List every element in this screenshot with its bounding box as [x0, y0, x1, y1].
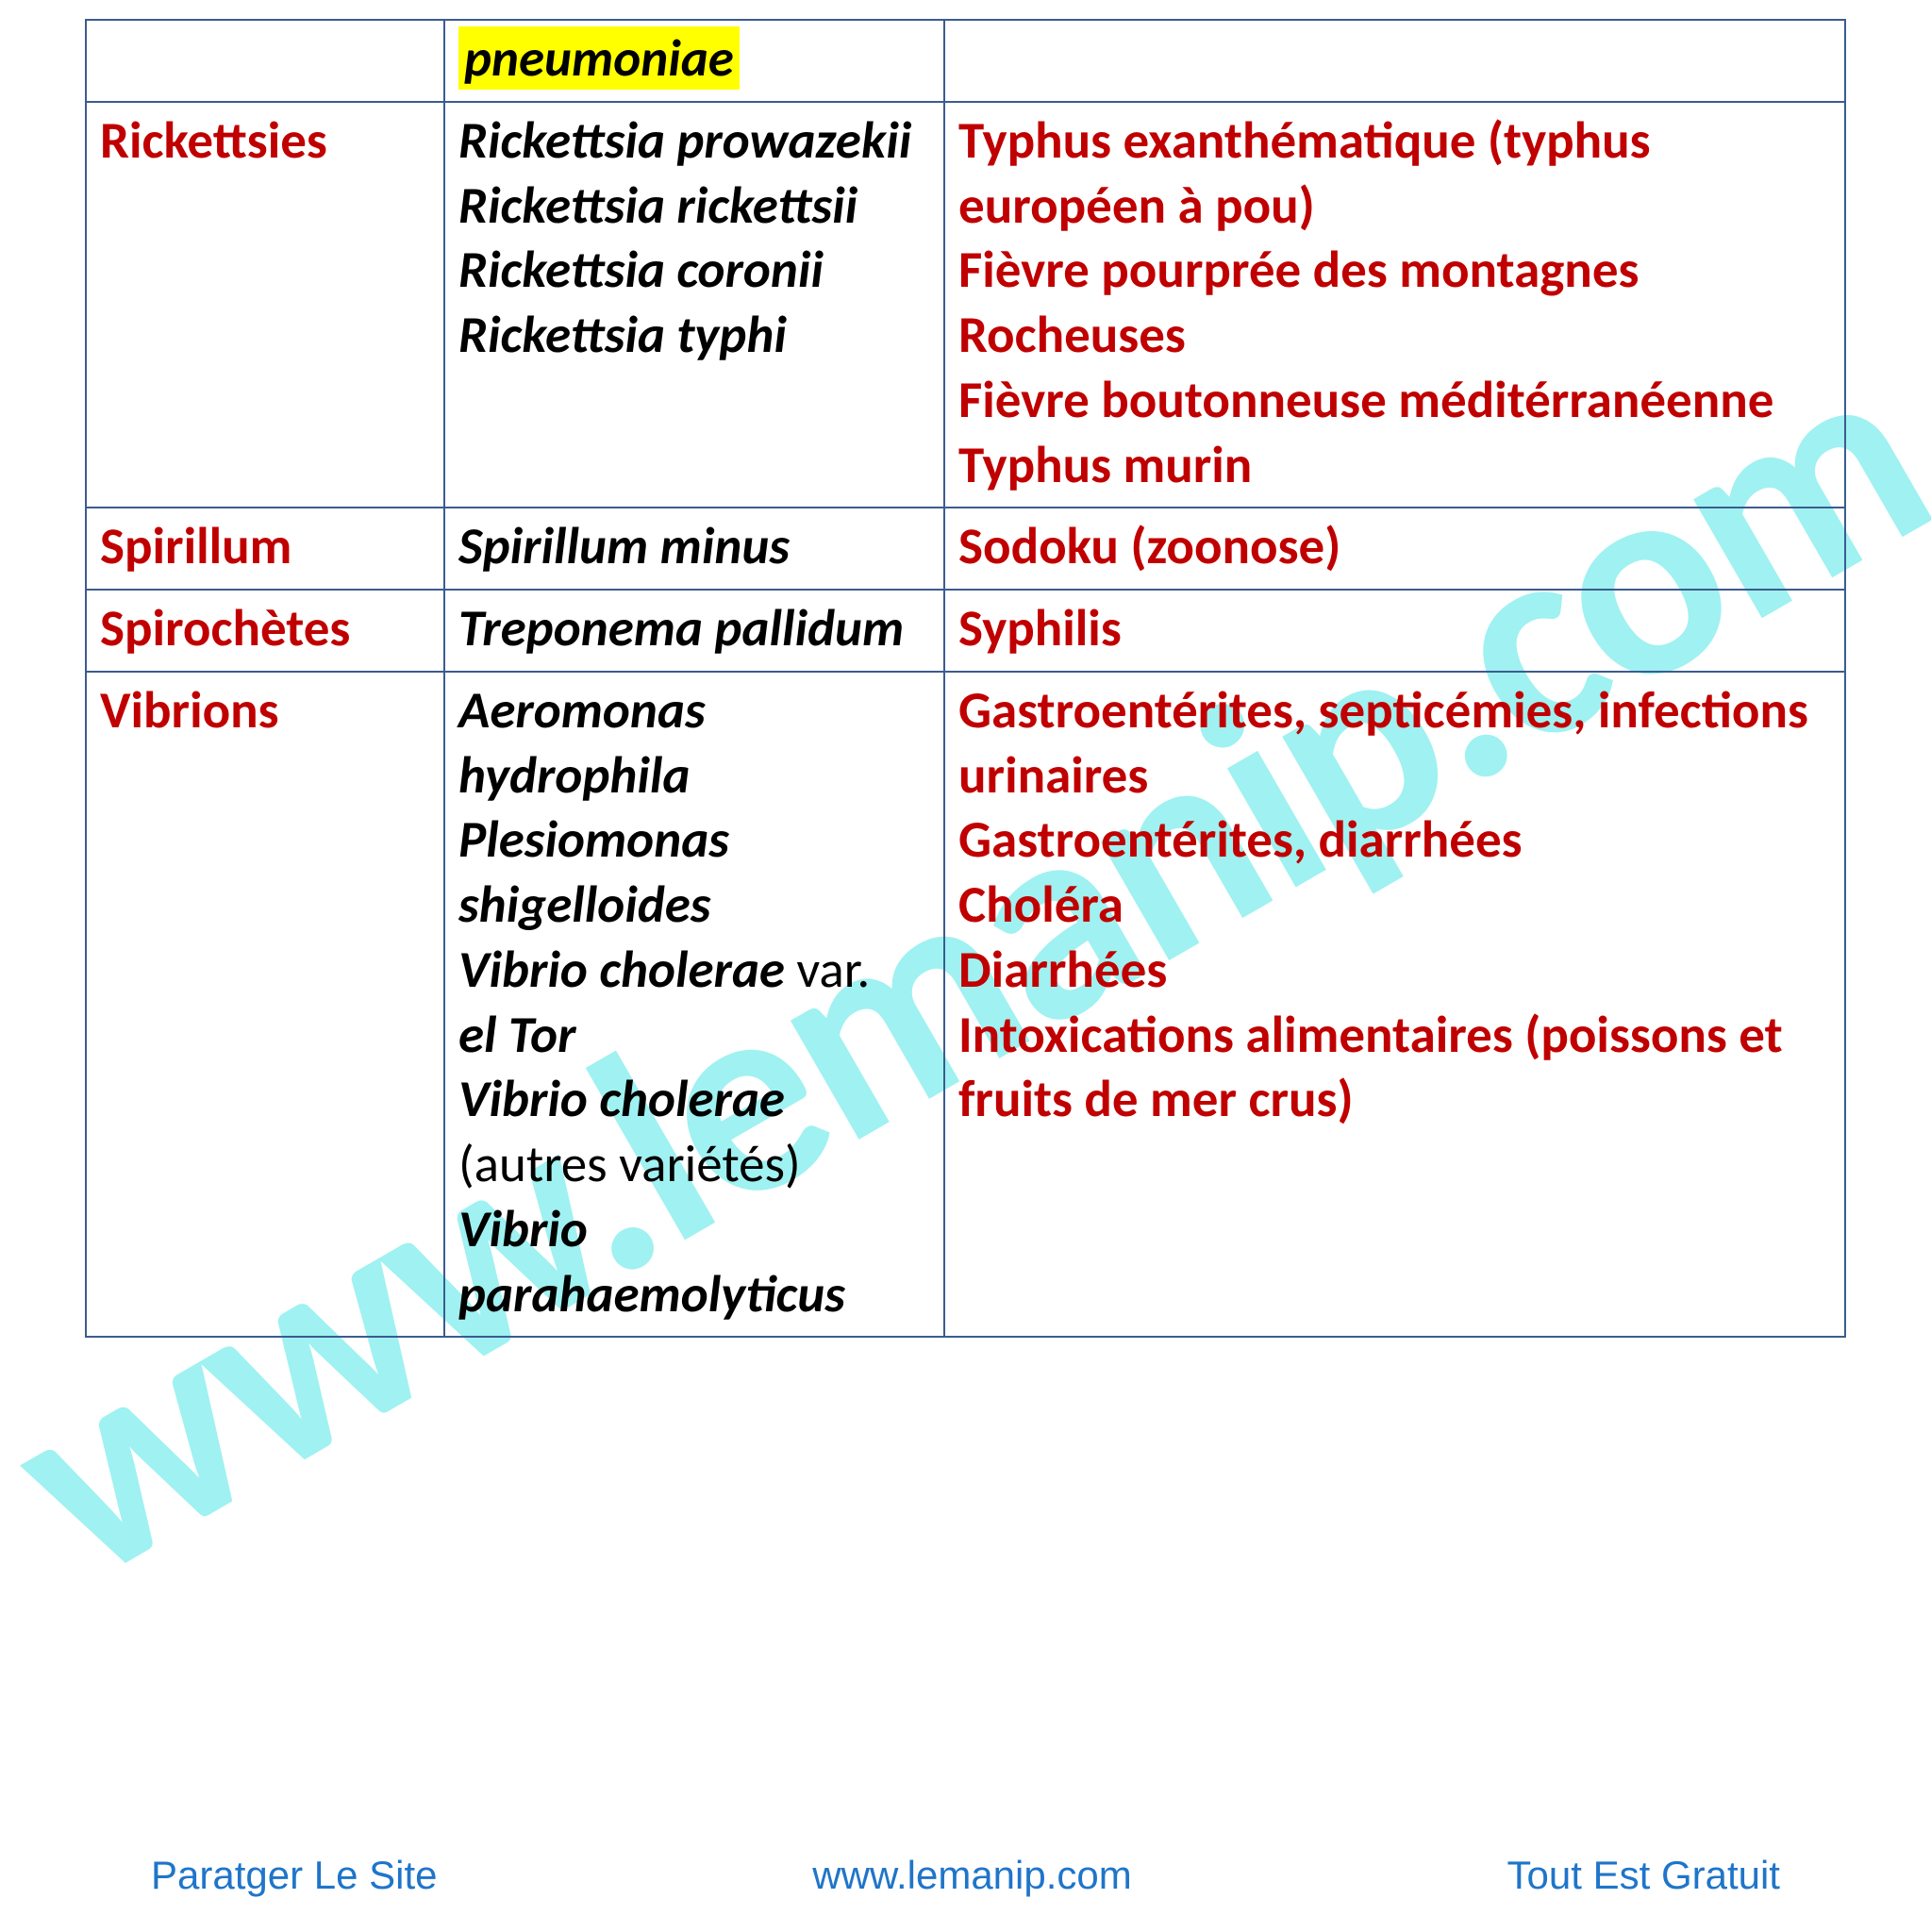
- category-cell: Vibrions: [86, 672, 444, 1338]
- disease-text: Sodoku (zoonose): [958, 514, 1340, 577]
- footer-left: Paratger Le Site: [151, 1853, 438, 1898]
- header-col3: [944, 20, 1845, 102]
- footer-center: www.lemanip.com: [812, 1853, 1131, 1898]
- table-row: Vibrions Aeromonas hydrophilaPlesiomonas…: [86, 672, 1845, 1338]
- category-cell: Rickettsies: [86, 102, 444, 508]
- category-cell: Spirillum: [86, 508, 444, 590]
- species-cell: Spirillum minus: [444, 508, 944, 590]
- table-header-row: pneumoniae: [86, 20, 1845, 102]
- species-text: Rickettsia prowazekiiRickettsia ricketts…: [458, 108, 911, 366]
- page: www.lemanip.com pneumoniae Rickettsies R…: [0, 0, 1931, 1932]
- header-col2: pneumoniae: [444, 20, 944, 102]
- disease-cell: Gastroentérites, septicémies, infections…: [944, 672, 1845, 1338]
- page-footer: Paratger Le Site www.lemanip.com Tout Es…: [0, 1853, 1931, 1898]
- species-cell: Rickettsia prowazekiiRickettsia ricketts…: [444, 102, 944, 508]
- table-row: Spirochètes Treponema pallidum Syphilis: [86, 590, 1845, 672]
- disease-cell: Typhus exanthématique (typhus européen à…: [944, 102, 1845, 508]
- disease-text: Gastroentérites, septicémies, infections…: [958, 678, 1808, 1131]
- disease-cell: Syphilis: [944, 590, 1845, 672]
- disease-text: Typhus exanthématique (typhus européen à…: [958, 108, 1773, 496]
- species-cell: Aeromonas hydrophilaPlesiomonas shigello…: [444, 672, 944, 1338]
- species-text: Treponema pallidum: [458, 596, 904, 659]
- footer-right: Tout Est Gratuit: [1507, 1853, 1780, 1898]
- disease-text: Syphilis: [958, 596, 1122, 659]
- header-col1: [86, 20, 444, 102]
- species-cell: Treponema pallidum: [444, 590, 944, 672]
- disease-cell: Sodoku (zoonose): [944, 508, 1845, 590]
- species-text: Spirillum minus: [458, 514, 790, 577]
- header-highlight: pneumoniae: [458, 26, 740, 90]
- category-cell: Spirochètes: [86, 590, 444, 672]
- bacteria-table: pneumoniae Rickettsies Rickettsia prowaz…: [85, 19, 1846, 1338]
- table-row: Rickettsies Rickettsia prowazekiiRickett…: [86, 102, 1845, 508]
- table-row: Spirillum Spirillum minus Sodoku (zoonos…: [86, 508, 1845, 590]
